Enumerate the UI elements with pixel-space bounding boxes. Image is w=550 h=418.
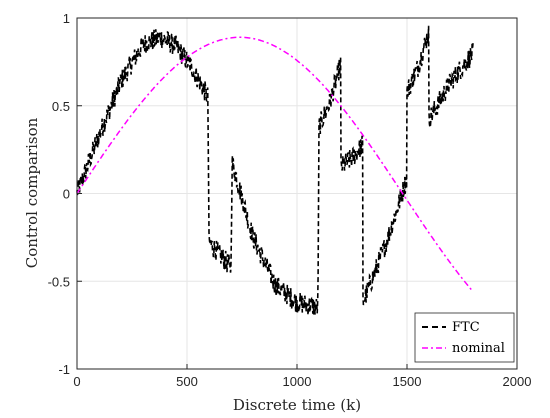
x-tick-label: 1500 (393, 374, 422, 389)
series-nominal-line (76, 36, 474, 293)
y-tick-label: -1 (58, 362, 70, 377)
x-axis-label: Discrete time (k) (233, 396, 361, 414)
y-tick-label: 0.5 (52, 99, 70, 114)
legend-ftc-label: FTC (452, 320, 480, 335)
y-tick-label: -0.5 (48, 274, 70, 289)
x-tick-label: 2000 (503, 374, 532, 389)
x-tick-label: 500 (176, 374, 198, 389)
legend: FTC nominal (414, 312, 515, 363)
x-tick-label: 0 (73, 374, 80, 389)
y-tick-label: 1 (63, 11, 70, 26)
y-axis-label: Control comparison (23, 117, 41, 268)
y-tick-label: 0 (63, 187, 70, 202)
legend-box (414, 312, 515, 363)
legend-nominal-label: nominal (452, 341, 505, 356)
series-layer (76, 25, 474, 316)
x-tick-label: 1000 (283, 374, 312, 389)
tick-layer: 0 500 1000 1500 2000 -1 -0.5 0 0.5 1 (48, 11, 532, 389)
series-ftc-line (76, 25, 474, 316)
